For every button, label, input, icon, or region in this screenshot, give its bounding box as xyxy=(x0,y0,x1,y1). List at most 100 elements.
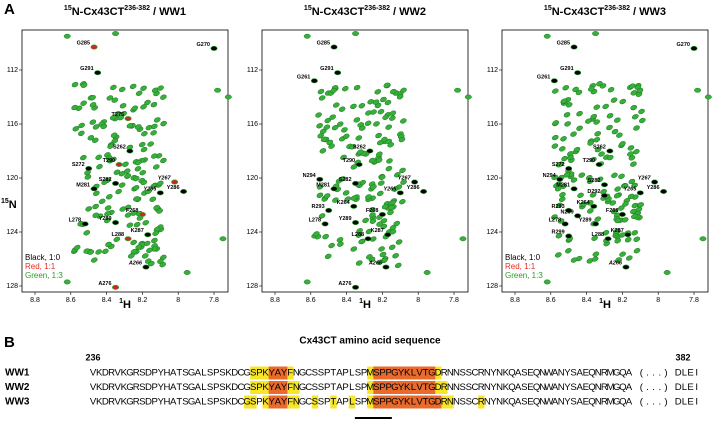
cross-peak xyxy=(107,143,114,149)
row-label: WW1 xyxy=(5,368,30,379)
residue: P xyxy=(151,397,157,408)
cross-peak xyxy=(95,249,102,255)
residue: N xyxy=(558,397,565,408)
cross-peak xyxy=(630,161,637,167)
peak-label: K287 xyxy=(611,228,624,234)
residue-highlight xyxy=(379,381,386,394)
peak xyxy=(574,213,582,219)
cross-peak xyxy=(555,233,563,239)
cross-peak xyxy=(565,248,572,254)
residue: G xyxy=(428,382,435,393)
residue: A xyxy=(626,382,633,393)
peak xyxy=(606,148,614,154)
residue: A xyxy=(626,368,633,379)
cross-peak xyxy=(387,142,395,148)
residue: S xyxy=(570,382,576,393)
cross-peak xyxy=(615,257,622,263)
cross-peak xyxy=(133,196,140,202)
cross-peak xyxy=(385,165,393,172)
cross-peak xyxy=(398,136,406,143)
peak xyxy=(350,203,358,209)
residue: ) xyxy=(664,382,667,393)
residue: P xyxy=(361,382,367,393)
residue: R xyxy=(601,382,608,393)
residue: S xyxy=(466,368,472,379)
cross-peak xyxy=(370,184,377,190)
residue: K xyxy=(404,368,411,379)
residue: Y xyxy=(398,382,405,393)
peak xyxy=(411,179,419,185)
cross-peak xyxy=(146,247,153,253)
plot-frame xyxy=(261,29,469,293)
peak xyxy=(112,220,120,226)
cross-peak xyxy=(83,230,91,236)
residue-highlight xyxy=(398,366,405,380)
cross-peak xyxy=(118,171,126,177)
residue: M xyxy=(607,382,615,393)
cross-peak xyxy=(341,86,349,92)
residue-highlight xyxy=(280,366,288,380)
end-number: 382 xyxy=(675,352,690,362)
residue: Q xyxy=(619,382,626,393)
residue: S xyxy=(373,397,379,408)
cross-peak xyxy=(621,217,629,223)
residue: E xyxy=(527,382,533,393)
peak-label: L288 xyxy=(592,232,605,238)
residue: N xyxy=(595,382,602,393)
residue: Q xyxy=(533,368,540,379)
peak xyxy=(325,207,333,213)
residue-highlight xyxy=(416,395,423,409)
cross-peak xyxy=(609,200,617,206)
cross-peak xyxy=(593,137,601,143)
legend-entry: Black, 1:0 xyxy=(25,253,61,262)
cross-peak xyxy=(619,98,627,105)
residue: Y xyxy=(490,397,497,408)
peak xyxy=(570,186,578,192)
residue-highlight xyxy=(274,381,282,394)
peak-label: Y286 xyxy=(167,185,180,191)
x-tick-label: 7.8 xyxy=(209,297,219,304)
residue: T xyxy=(423,368,429,379)
cross-peak xyxy=(160,94,167,100)
panel-label: A xyxy=(4,1,15,18)
residue-highlight xyxy=(441,381,448,394)
cross-peak xyxy=(393,220,400,227)
cross-peak xyxy=(607,87,615,93)
cross-peak xyxy=(106,194,113,200)
residue: L xyxy=(349,382,355,393)
peak xyxy=(378,211,386,217)
cross-peak xyxy=(593,104,601,110)
peak xyxy=(112,284,120,290)
cross-peak xyxy=(140,85,147,91)
residue: G xyxy=(243,397,250,408)
residue: A xyxy=(515,382,522,393)
cross-peak xyxy=(594,146,602,153)
residue: S xyxy=(459,382,465,393)
cross-peak xyxy=(317,88,325,95)
residue: G xyxy=(299,397,306,408)
x-tick-label: 7.8 xyxy=(449,297,459,304)
residue: R xyxy=(133,368,140,379)
residue: S xyxy=(521,397,527,408)
residue: Y xyxy=(564,397,571,408)
residue-highlight xyxy=(416,381,423,394)
residue: N xyxy=(496,397,503,408)
cross-peak xyxy=(124,204,132,210)
residue: D xyxy=(435,397,442,408)
cross-peak xyxy=(352,31,359,36)
residue: Q xyxy=(508,382,515,393)
residue: S xyxy=(139,382,145,393)
residue-highlight xyxy=(410,366,417,380)
residue: Y xyxy=(269,368,276,379)
cross-peak xyxy=(113,236,121,242)
cross-peak xyxy=(151,153,158,159)
residue-highlight xyxy=(274,366,282,380)
peak xyxy=(556,176,564,182)
peak xyxy=(561,221,569,227)
cross-peak xyxy=(587,208,594,214)
cross-peak xyxy=(628,178,636,185)
cross-peak xyxy=(349,144,356,150)
residue: E xyxy=(583,397,589,408)
peak xyxy=(171,179,179,185)
cross-peak xyxy=(78,130,85,137)
